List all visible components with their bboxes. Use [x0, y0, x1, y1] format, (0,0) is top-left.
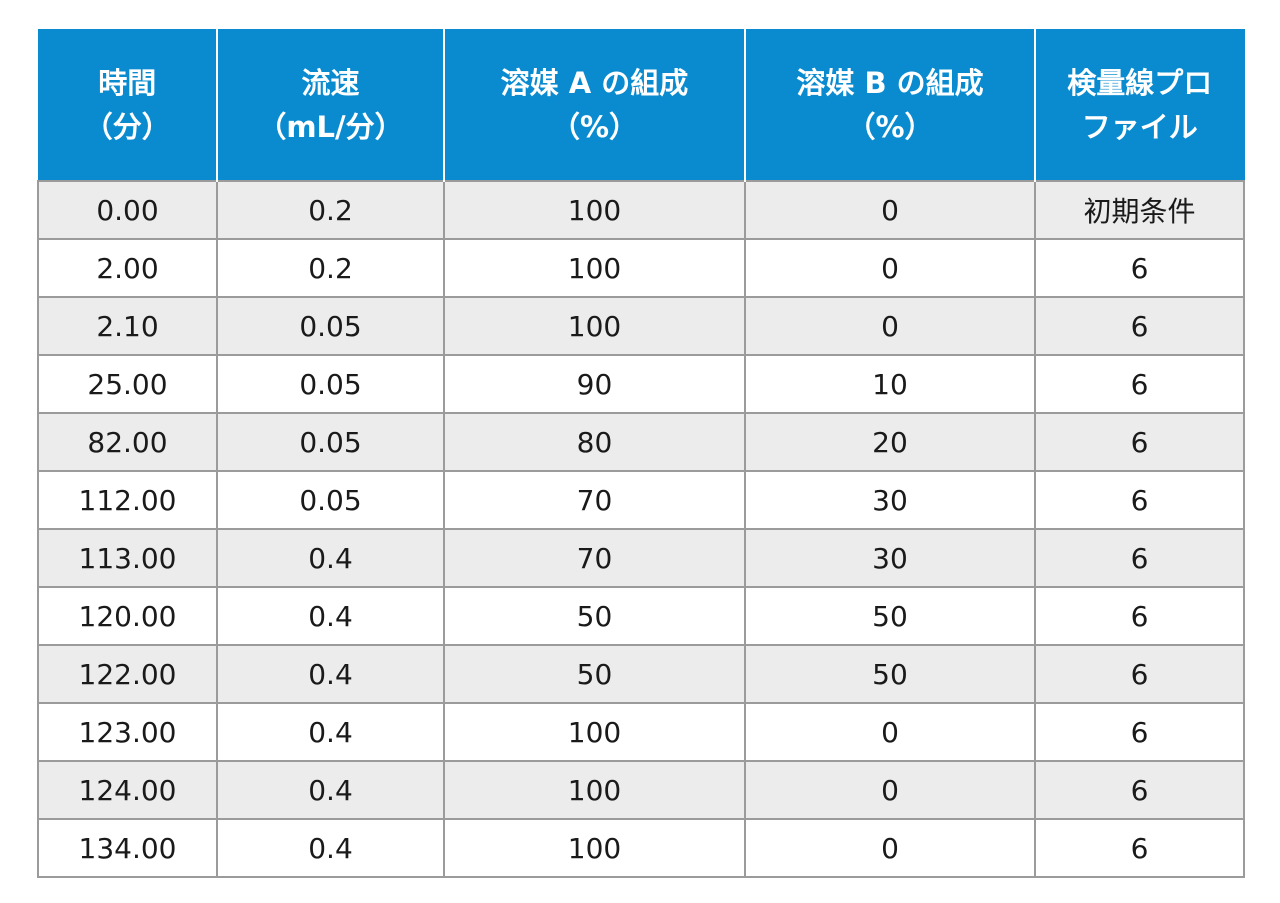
- cell-solvent-a: 90: [443, 354, 746, 414]
- cell-curve-profile: 6: [1034, 238, 1245, 298]
- cell-time: 0.00: [37, 180, 218, 240]
- cell-solvent-a: 100: [443, 760, 746, 820]
- table-row: 113.00 0.4 70 30 6: [37, 528, 1245, 588]
- table-row: 122.00 0.4 50 50 6: [37, 644, 1245, 704]
- cell-time: 2.00: [37, 238, 218, 298]
- cell-flow-rate: 0.4: [216, 528, 445, 588]
- cell-solvent-a: 100: [443, 180, 746, 240]
- header-solvent-b-label: 溶媒 B の組成: [796, 66, 984, 100]
- table-row: 124.00 0.4 100 0 6: [37, 760, 1245, 820]
- cell-time: 112.00: [37, 470, 218, 530]
- cell-solvent-b: 0: [744, 180, 1036, 240]
- cell-curve-profile: 初期条件: [1034, 180, 1245, 240]
- cell-time: 120.00: [37, 586, 218, 646]
- cell-curve-profile: 6: [1034, 470, 1245, 530]
- cell-time: 122.00: [37, 644, 218, 704]
- cell-solvent-b: 20: [744, 412, 1036, 472]
- table-row: 2.10 0.05 100 0 6: [37, 296, 1245, 356]
- cell-time: 123.00: [37, 702, 218, 762]
- cell-solvent-a: 80: [443, 412, 746, 472]
- header-solvent-a-unit: （%）: [550, 110, 639, 144]
- cell-flow-rate: 0.4: [216, 586, 445, 646]
- cell-flow-rate: 0.05: [216, 354, 445, 414]
- table-row: 123.00 0.4 100 0 6: [37, 702, 1245, 762]
- cell-flow-rate: 0.05: [216, 296, 445, 356]
- cell-solvent-a: 70: [443, 528, 746, 588]
- table-row: 82.00 0.05 80 20 6: [37, 412, 1245, 472]
- cell-time: 124.00: [37, 760, 218, 820]
- cell-curve-profile: 6: [1034, 412, 1245, 472]
- cell-curve-profile: 6: [1034, 818, 1245, 878]
- header-curve-profile-line1: 検量線プロ: [1067, 66, 1213, 100]
- header-flow-rate: 流速 （mL/分）: [216, 29, 445, 181]
- cell-flow-rate: 0.2: [216, 238, 445, 298]
- cell-time: 113.00: [37, 528, 218, 588]
- header-curve-profile-line2: ファイル: [1081, 110, 1198, 144]
- cell-flow-rate: 0.4: [216, 760, 445, 820]
- cell-solvent-b: 0: [744, 760, 1036, 820]
- cell-flow-rate: 0.2: [216, 180, 445, 240]
- cell-curve-profile: 6: [1034, 644, 1245, 704]
- cell-time: 25.00: [37, 354, 218, 414]
- cell-solvent-a: 70: [443, 470, 746, 530]
- header-time-label: 時間: [98, 66, 157, 100]
- cell-curve-profile: 6: [1034, 760, 1245, 820]
- cell-solvent-a: 100: [443, 296, 746, 356]
- table-row: 0.00 0.2 100 0 初期条件: [37, 180, 1245, 240]
- cell-flow-rate: 0.4: [216, 702, 445, 762]
- cell-flow-rate: 0.05: [216, 412, 445, 472]
- header-solvent-a: 溶媒 A の組成 （%）: [443, 29, 746, 181]
- cell-solvent-b: 0: [744, 818, 1036, 878]
- table-header: 時間 （分） 流速 （mL/分） 溶媒 A の組成 （%） 溶媒 B の組成 （…: [37, 29, 1245, 181]
- cell-solvent-b: 30: [744, 470, 1036, 530]
- cell-flow-rate: 0.4: [216, 818, 445, 878]
- cell-curve-profile: 6: [1034, 528, 1245, 588]
- cell-time: 134.00: [37, 818, 218, 878]
- header-solvent-b: 溶媒 B の組成 （%）: [744, 29, 1036, 181]
- cell-curve-profile: 6: [1034, 586, 1245, 646]
- cell-solvent-b: 50: [744, 586, 1036, 646]
- table-row: 134.00 0.4 100 0 6: [37, 818, 1245, 878]
- table-row: 2.00 0.2 100 0 6: [37, 238, 1245, 298]
- header-time: 時間 （分）: [37, 29, 218, 181]
- cell-solvent-a: 50: [443, 644, 746, 704]
- cell-flow-rate: 0.05: [216, 470, 445, 530]
- table-row: 25.00 0.05 90 10 6: [37, 354, 1245, 414]
- gradient-table: 時間 （分） 流速 （mL/分） 溶媒 A の組成 （%） 溶媒 B の組成 （…: [37, 29, 1245, 878]
- cell-solvent-b: 30: [744, 528, 1036, 588]
- cell-time: 2.10: [37, 296, 218, 356]
- cell-solvent-b: 0: [744, 702, 1036, 762]
- header-flow-rate-unit: （mL/分）: [257, 110, 404, 144]
- cell-solvent-b: 10: [744, 354, 1036, 414]
- cell-solvent-b: 0: [744, 238, 1036, 298]
- cell-curve-profile: 6: [1034, 354, 1245, 414]
- header-time-unit: （分）: [83, 110, 171, 144]
- header-flow-rate-label: 流速: [301, 66, 360, 100]
- cell-curve-profile: 6: [1034, 296, 1245, 356]
- header-curve-profile: 検量線プロ ファイル: [1034, 29, 1245, 181]
- cell-flow-rate: 0.4: [216, 644, 445, 704]
- cell-solvent-b: 0: [744, 296, 1036, 356]
- header-solvent-b-unit: （%）: [846, 110, 934, 144]
- cell-solvent-b: 50: [744, 644, 1036, 704]
- table-body: 0.00 0.2 100 0 初期条件 2.00 0.2 100 0 6 2.1…: [37, 180, 1245, 878]
- cell-time: 82.00: [37, 412, 218, 472]
- header-solvent-a-label: 溶媒 A の組成: [500, 66, 689, 100]
- header-row: 時間 （分） 流速 （mL/分） 溶媒 A の組成 （%） 溶媒 B の組成 （…: [37, 29, 1245, 181]
- cell-solvent-a: 50: [443, 586, 746, 646]
- cell-solvent-a: 100: [443, 238, 746, 298]
- table-row: 112.00 0.05 70 30 6: [37, 470, 1245, 530]
- cell-solvent-a: 100: [443, 702, 746, 762]
- cell-curve-profile: 6: [1034, 702, 1245, 762]
- cell-solvent-a: 100: [443, 818, 746, 878]
- table-row: 120.00 0.4 50 50 6: [37, 586, 1245, 646]
